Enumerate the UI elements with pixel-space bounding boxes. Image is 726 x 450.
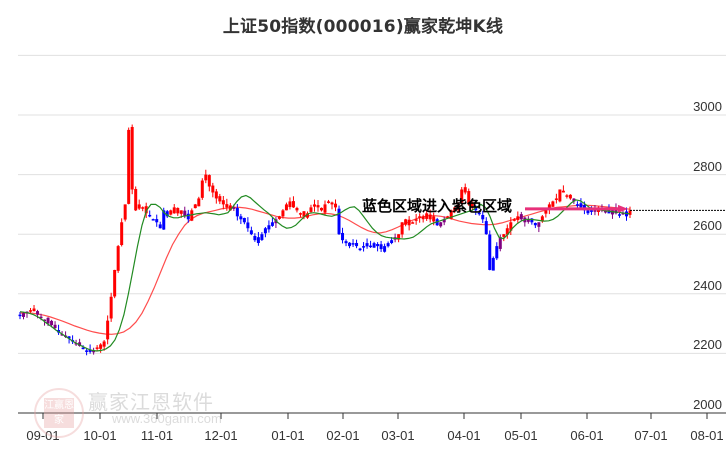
x-tick-label: 10-01	[83, 428, 117, 443]
overlay	[525, 204, 726, 213]
chart-title: 上证50指数(000016)赢家乾坤K线	[222, 17, 504, 37]
x-tick-label: 02-01	[326, 428, 360, 443]
x-tick-label: 04-01	[447, 428, 481, 443]
ma-short-line	[19, 194, 631, 352]
x-tick-label: 11-01	[140, 428, 174, 443]
signal-annotation: 蓝色区域进入紫色区域	[362, 197, 513, 215]
x-tick-label: 06-01	[570, 428, 604, 443]
y-tick-label: 2000	[693, 397, 722, 412]
x-tick-label: 07-01	[634, 428, 668, 443]
y-tick-label: 2200	[693, 337, 722, 353]
y-tick-label: 3000	[693, 99, 722, 114]
x-tick-label: 01-01	[271, 428, 305, 443]
x-tick-label: 03-01	[381, 428, 415, 443]
x-tick-label: 08-01	[690, 428, 724, 443]
y-tick-label: 2400	[693, 277, 722, 293]
x-tick-label: 12-01	[204, 428, 238, 443]
candles	[18, 124, 632, 356]
x-tick-label: 05-01	[504, 428, 538, 443]
y-tick-label: 2600	[693, 218, 722, 234]
x-axis	[18, 412, 726, 419]
x-tick-label: 09-01	[26, 428, 60, 443]
y-tick-label: 2800	[693, 158, 722, 174]
grid-lines	[18, 54, 726, 354]
